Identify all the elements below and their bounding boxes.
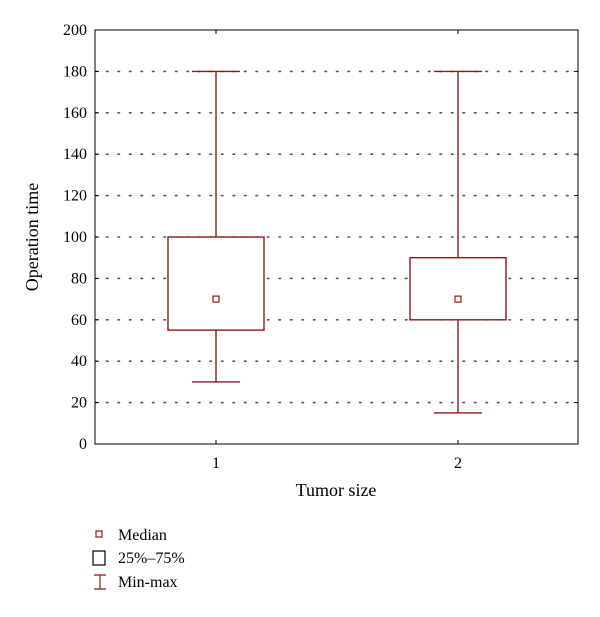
- median-marker: [212, 295, 220, 303]
- box-symbol-icon: [92, 550, 106, 566]
- median-marker-icon: [95, 530, 103, 538]
- y-tick-label: 160: [63, 105, 87, 122]
- legend-item-median: Median: [95, 527, 167, 544]
- y-axis-title: Operation time: [22, 183, 42, 291]
- y-tick-label: 40: [71, 353, 87, 370]
- y-axis-ticks: 0 20 40 60 80 100 120 140 160 180 200: [63, 22, 578, 453]
- y-tick-label: 200: [63, 22, 87, 39]
- y-tick-label: 100: [63, 229, 87, 246]
- legend-label-median: Median: [118, 527, 167, 544]
- x-tick-label: 1: [212, 455, 220, 472]
- box-group-1: [167, 70, 265, 383]
- boxes: [167, 70, 507, 414]
- whisker-symbol-icon: [94, 574, 106, 590]
- x-tick-label: 2: [454, 455, 462, 472]
- iqr-box: [167, 236, 265, 331]
- x-axis-title: Tumor size: [296, 480, 377, 500]
- median-marker: [454, 295, 462, 303]
- y-tick-label: 60: [71, 312, 87, 329]
- y-tick-label: 120: [63, 188, 87, 205]
- box-group-2: [409, 70, 507, 414]
- y-tick-label: 140: [63, 146, 87, 163]
- y-tick-label: 80: [71, 270, 87, 287]
- y-tick-label: 20: [71, 395, 87, 412]
- legend: Median 25%–75% Min-max: [92, 527, 185, 591]
- legend-item-box: 25%–75%: [92, 550, 185, 567]
- y-tick-label: 0: [79, 436, 87, 453]
- iqr-box: [409, 257, 507, 321]
- y-tick-label: 180: [63, 63, 87, 80]
- legend-item-whisker: Min-max: [94, 574, 178, 591]
- legend-label-box: 25%–75%: [118, 550, 185, 567]
- legend-label-whisker: Min-max: [118, 574, 178, 591]
